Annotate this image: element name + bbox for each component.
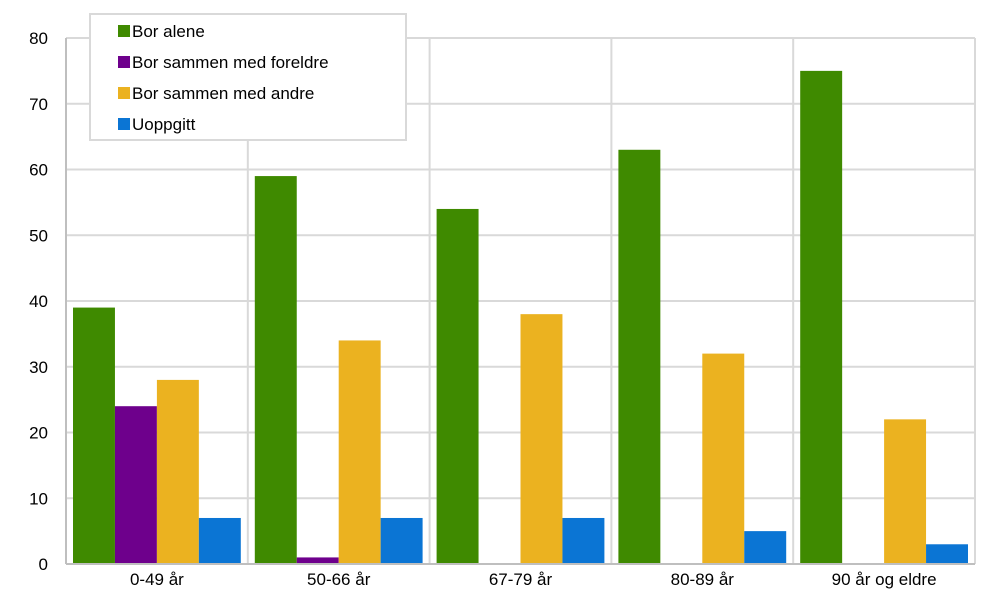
gridlines	[65, 37, 976, 564]
y-tick-label: 50	[29, 226, 48, 245]
legend: Bor alene Bor sammen med foreldre Bor samm…	[89, 13, 407, 141]
bar	[254, 176, 297, 564]
x-tick-label: 80-89 år	[671, 570, 735, 589]
y-tick-label: 30	[29, 358, 48, 377]
x-tick-label: 90 år og eldre	[832, 570, 937, 589]
bar	[73, 307, 115, 564]
legend-box	[89, 13, 407, 141]
y-tick-label: 0	[39, 555, 48, 574]
bar	[114, 406, 157, 564]
bar	[702, 353, 745, 564]
bar	[338, 340, 381, 564]
legend-swatch	[118, 56, 130, 68]
bar	[156, 379, 199, 564]
x-tick-label: 67-79 år	[489, 570, 553, 589]
y-tick-label: 60	[29, 161, 48, 180]
bar	[562, 517, 605, 564]
y-tick-label: 40	[29, 292, 48, 311]
legend-label: Bor sammen med andre	[132, 84, 314, 103]
bar	[618, 149, 661, 564]
legend-swatch	[118, 118, 130, 130]
bar	[198, 517, 241, 564]
bar	[296, 557, 339, 564]
bar	[744, 531, 787, 564]
bars	[73, 70, 968, 564]
x-tick-label: 0-49 år	[130, 570, 184, 589]
legend-swatch	[118, 25, 130, 37]
bar	[520, 314, 563, 564]
y-tick-label: 20	[29, 424, 48, 443]
y-tick-label: 70	[29, 95, 48, 114]
legend-label: Bor alene	[132, 22, 205, 41]
x-tick-label: 50-66 år	[307, 570, 371, 589]
bar	[436, 208, 479, 564]
bar	[926, 544, 968, 564]
bar	[800, 70, 843, 564]
bar	[380, 517, 423, 564]
bar	[884, 419, 927, 564]
legend-label: Bor sammen med foreldre	[132, 53, 329, 72]
axes: 0 10 20 30 40 50 60 70 80 0-49 år 50-66 år 67-79 år…	[29, 29, 975, 589]
legend-label: Uoppgitt	[132, 115, 196, 134]
y-tick-label: 80	[29, 29, 48, 48]
legend-swatch	[118, 87, 130, 99]
y-tick-label: 10	[29, 489, 48, 508]
